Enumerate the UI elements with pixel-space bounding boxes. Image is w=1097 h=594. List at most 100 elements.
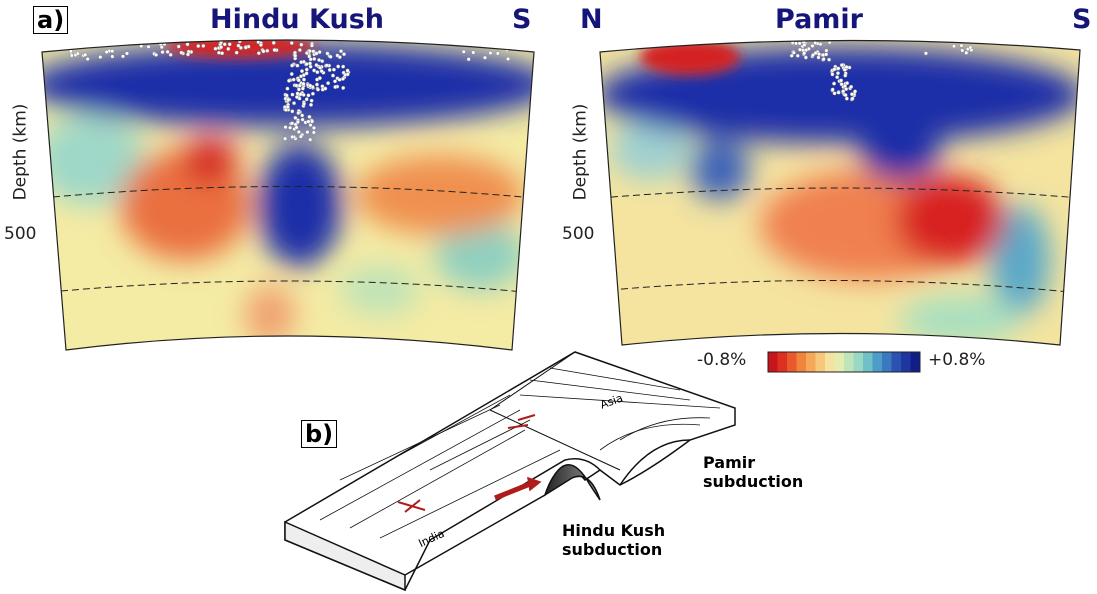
event-dot bbox=[295, 95, 299, 99]
colorbar-step bbox=[882, 352, 892, 372]
event-dot bbox=[831, 73, 835, 77]
event-dot bbox=[309, 103, 313, 107]
event-dot bbox=[235, 51, 239, 55]
figure-graphics bbox=[0, 0, 1097, 594]
event-dot bbox=[312, 69, 316, 73]
event-dot bbox=[339, 49, 343, 53]
event-dot bbox=[811, 53, 815, 57]
event-dot bbox=[308, 115, 312, 119]
event-dot bbox=[169, 53, 173, 57]
event-dot bbox=[297, 130, 301, 134]
event-dot bbox=[309, 123, 313, 127]
event-dot bbox=[462, 50, 466, 54]
event-dot bbox=[316, 88, 320, 92]
event-dot bbox=[223, 43, 227, 47]
event-dot bbox=[312, 126, 316, 130]
event-dot bbox=[283, 137, 287, 141]
event-dot bbox=[471, 51, 475, 55]
event-dot bbox=[202, 44, 206, 48]
event-dot bbox=[110, 49, 114, 53]
event-dot bbox=[338, 78, 342, 82]
event-dot bbox=[804, 56, 808, 60]
event-dot bbox=[341, 65, 345, 69]
event-dot bbox=[326, 81, 330, 85]
event-dot bbox=[300, 43, 304, 47]
event-dot bbox=[294, 116, 298, 120]
tomography-left bbox=[25, 20, 555, 360]
event-dot bbox=[286, 105, 290, 109]
event-dot bbox=[301, 87, 305, 91]
event-dot bbox=[333, 85, 337, 89]
event-dot bbox=[796, 54, 800, 58]
colorbar-step bbox=[787, 352, 797, 372]
event-dot bbox=[160, 45, 164, 49]
event-dot bbox=[329, 55, 333, 59]
annotation: Pamir subduction bbox=[703, 453, 803, 491]
colorbar-step bbox=[806, 352, 816, 372]
event-dot bbox=[219, 45, 223, 49]
event-dot bbox=[300, 114, 304, 118]
event-dot bbox=[346, 73, 350, 77]
section-end: N bbox=[580, 4, 603, 35]
event-dot bbox=[307, 94, 311, 98]
event-dot bbox=[220, 51, 224, 55]
event-dot bbox=[840, 63, 844, 67]
event-dot bbox=[841, 89, 845, 93]
panel-label: b) bbox=[301, 420, 337, 448]
event-dot bbox=[125, 52, 129, 56]
event-dot bbox=[483, 56, 487, 60]
event-dot bbox=[924, 52, 928, 56]
colorbar-step bbox=[844, 352, 854, 372]
event-dot bbox=[467, 57, 471, 61]
section-title: Hindu Kush bbox=[210, 4, 384, 35]
event-dot bbox=[333, 79, 337, 83]
event-dot bbox=[299, 60, 303, 64]
event-dot bbox=[285, 94, 289, 98]
event-dot bbox=[814, 41, 818, 45]
event-dot bbox=[296, 111, 300, 115]
event-dot bbox=[228, 42, 232, 46]
event-dot bbox=[489, 51, 493, 55]
event-dot bbox=[798, 48, 802, 52]
event-dot bbox=[332, 68, 336, 72]
event-dot bbox=[310, 120, 314, 124]
event-dot bbox=[802, 51, 806, 55]
event-dot bbox=[292, 78, 296, 82]
event-dot bbox=[76, 52, 80, 56]
event-dot bbox=[83, 53, 87, 57]
event-dot bbox=[328, 68, 332, 72]
event-dot bbox=[262, 50, 266, 54]
colorbar-step bbox=[873, 352, 883, 372]
event-dot bbox=[837, 67, 841, 71]
event-dot bbox=[798, 42, 802, 46]
event-dot bbox=[257, 51, 261, 55]
event-dot bbox=[186, 43, 190, 47]
event-dot bbox=[259, 43, 263, 47]
event-dot bbox=[296, 120, 300, 124]
colorbar-step bbox=[825, 352, 835, 372]
colorbar-step bbox=[768, 352, 778, 372]
event-dot bbox=[265, 49, 269, 53]
event-dot bbox=[836, 71, 840, 75]
event-dot bbox=[297, 78, 301, 82]
figure: a) Hindu Kush S N Pamir S Depth (km) 500… bbox=[0, 0, 1097, 594]
event-dot bbox=[291, 93, 295, 97]
colorbar-step bbox=[778, 352, 788, 372]
event-dot bbox=[320, 59, 324, 63]
event-dot bbox=[295, 84, 299, 88]
event-dot bbox=[86, 57, 90, 61]
event-dot bbox=[844, 93, 848, 97]
event-dot bbox=[851, 97, 855, 101]
event-dot bbox=[315, 52, 319, 56]
y-axis-label: Depth (km) bbox=[10, 104, 30, 201]
event-dot bbox=[161, 50, 165, 54]
event-dot bbox=[309, 65, 313, 69]
event-dot bbox=[310, 99, 314, 103]
event-dot bbox=[342, 52, 346, 56]
event-dot bbox=[180, 51, 184, 55]
event-dot bbox=[305, 62, 309, 66]
event-dot bbox=[850, 92, 854, 96]
event-dot bbox=[312, 57, 316, 61]
event-dot bbox=[843, 84, 847, 88]
event-dot bbox=[302, 102, 306, 106]
